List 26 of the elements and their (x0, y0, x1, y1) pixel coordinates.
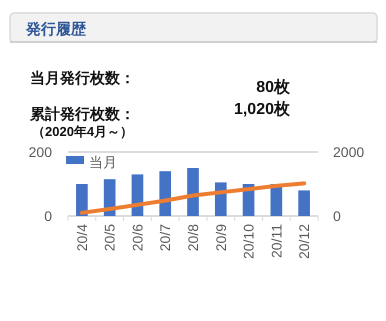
x-tick-label: 20/4 (74, 224, 90, 252)
text: （2020年4月～） (32, 124, 134, 139)
y-tick-label: 200 (28, 144, 52, 160)
x-tick-label: 20/9 (212, 224, 229, 252)
text: 当月発行枚数： (30, 70, 135, 87)
x-tick-label: 20/11 (268, 224, 284, 258)
x-tick-label: 20/5 (102, 224, 118, 252)
x-tick-label: 20/7 (157, 224, 174, 252)
bar (298, 190, 310, 216)
text: 80枚 (256, 78, 291, 96)
line-series (80, 181, 306, 215)
x-tick-label: 20/6 (129, 224, 146, 252)
legend-label: 当月 (89, 154, 117, 170)
chart-title: 発行履歴 (25, 21, 87, 38)
y2-tick-label: 2000 (333, 144, 364, 160)
legend: 当月 (66, 154, 117, 170)
text: 1,020枚 (234, 100, 291, 118)
bar (132, 174, 144, 216)
text: 累計発行枚数： (29, 106, 135, 123)
x-tick-label: 20/10 (240, 224, 257, 260)
x-tick-label: 20/8 (185, 224, 201, 252)
bar (76, 184, 88, 216)
bar (159, 171, 172, 216)
bar (187, 168, 199, 216)
y2-tick-label: 0 (333, 208, 341, 224)
x-tick-label: 20/12 (296, 224, 312, 260)
